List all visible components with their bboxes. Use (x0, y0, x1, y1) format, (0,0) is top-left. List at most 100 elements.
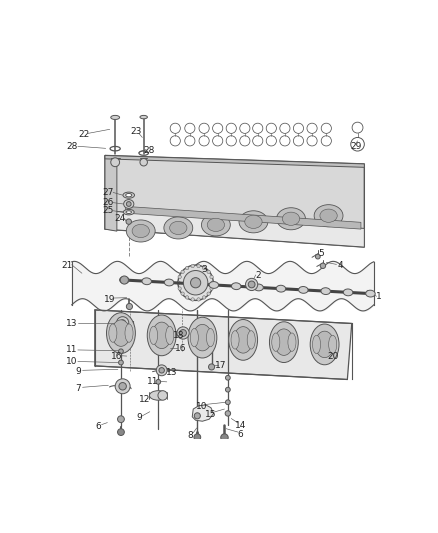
Text: 27: 27 (102, 188, 114, 197)
Text: 11: 11 (147, 377, 158, 386)
Ellipse shape (109, 324, 117, 342)
Text: 17: 17 (215, 361, 226, 370)
Circle shape (185, 296, 189, 299)
Polygon shape (95, 310, 352, 379)
Ellipse shape (288, 333, 296, 351)
Ellipse shape (124, 199, 134, 208)
Ellipse shape (132, 224, 149, 238)
Ellipse shape (193, 325, 212, 351)
Ellipse shape (152, 322, 171, 349)
Circle shape (119, 360, 124, 365)
Circle shape (117, 317, 129, 329)
Circle shape (226, 375, 230, 380)
Ellipse shape (111, 115, 120, 119)
Ellipse shape (231, 283, 241, 289)
Ellipse shape (106, 313, 135, 353)
Circle shape (226, 400, 230, 405)
Text: 10: 10 (66, 357, 78, 366)
Ellipse shape (188, 317, 217, 358)
Circle shape (117, 416, 124, 423)
Ellipse shape (283, 212, 300, 225)
Circle shape (202, 266, 206, 270)
Ellipse shape (123, 192, 134, 198)
Text: 2: 2 (256, 271, 261, 280)
Ellipse shape (164, 217, 193, 239)
Circle shape (207, 270, 210, 273)
Ellipse shape (201, 214, 230, 236)
Ellipse shape (276, 285, 286, 292)
Text: 16: 16 (175, 344, 186, 353)
Circle shape (248, 281, 255, 288)
Ellipse shape (245, 215, 262, 229)
Ellipse shape (320, 209, 337, 222)
Circle shape (191, 278, 201, 288)
Circle shape (226, 387, 230, 392)
Circle shape (208, 364, 215, 370)
Circle shape (115, 379, 130, 394)
Text: 29: 29 (350, 142, 362, 151)
Text: 20: 20 (328, 352, 339, 360)
Circle shape (126, 219, 131, 224)
Circle shape (177, 281, 180, 285)
Circle shape (156, 365, 167, 376)
Circle shape (127, 303, 132, 310)
Text: 21: 21 (61, 261, 72, 270)
Circle shape (156, 379, 161, 384)
Circle shape (119, 349, 124, 354)
Ellipse shape (142, 278, 152, 285)
Ellipse shape (239, 211, 268, 233)
Circle shape (178, 287, 181, 290)
Circle shape (184, 271, 208, 295)
Text: 26: 26 (102, 198, 114, 207)
Text: 1: 1 (376, 293, 382, 302)
Text: 18: 18 (173, 330, 184, 340)
Ellipse shape (187, 280, 196, 287)
Circle shape (180, 329, 187, 336)
Ellipse shape (209, 281, 219, 288)
Polygon shape (192, 405, 214, 421)
Ellipse shape (126, 193, 132, 197)
Ellipse shape (127, 201, 131, 206)
Circle shape (181, 270, 184, 273)
Ellipse shape (276, 208, 305, 230)
Ellipse shape (149, 391, 167, 400)
Ellipse shape (310, 324, 339, 365)
Polygon shape (105, 156, 364, 167)
Ellipse shape (229, 319, 258, 360)
Polygon shape (105, 211, 364, 247)
Text: 10: 10 (196, 402, 207, 411)
Text: 11: 11 (66, 345, 78, 354)
Text: 28: 28 (66, 142, 78, 151)
Text: 9: 9 (76, 367, 81, 376)
Ellipse shape (147, 315, 176, 356)
Text: 23: 23 (131, 127, 142, 136)
Polygon shape (105, 156, 364, 247)
Ellipse shape (321, 288, 330, 295)
Ellipse shape (275, 329, 293, 356)
Polygon shape (125, 206, 361, 229)
Circle shape (315, 254, 320, 259)
Ellipse shape (312, 335, 321, 353)
Circle shape (210, 287, 213, 290)
Text: 24: 24 (115, 214, 126, 223)
Circle shape (225, 411, 230, 416)
Circle shape (197, 264, 200, 268)
Circle shape (178, 275, 181, 279)
Ellipse shape (314, 205, 343, 227)
Ellipse shape (126, 211, 131, 214)
Ellipse shape (190, 328, 198, 347)
Text: 13: 13 (66, 319, 78, 328)
Text: 3: 3 (201, 265, 207, 273)
Ellipse shape (234, 327, 253, 353)
Ellipse shape (269, 322, 298, 362)
Circle shape (194, 434, 201, 441)
Ellipse shape (120, 277, 129, 284)
Circle shape (207, 292, 210, 295)
Polygon shape (105, 156, 117, 231)
Circle shape (120, 320, 126, 326)
Text: 7: 7 (75, 384, 81, 393)
Ellipse shape (315, 331, 334, 358)
Ellipse shape (126, 220, 155, 242)
Circle shape (221, 434, 228, 441)
Text: 6: 6 (95, 422, 101, 431)
